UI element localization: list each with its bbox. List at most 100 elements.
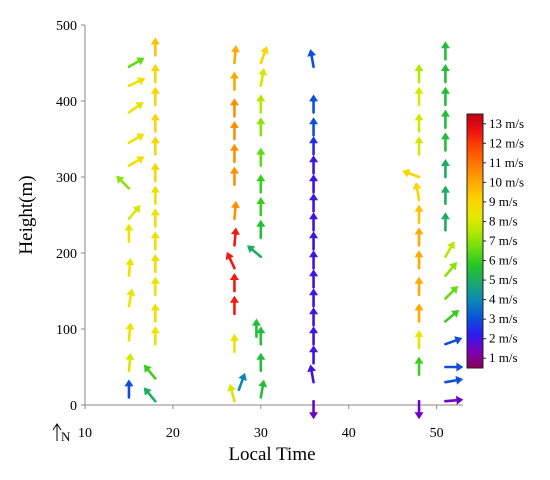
wind-vector [309, 136, 319, 156]
wind-vector-head [414, 227, 424, 235]
wind-vector [230, 45, 240, 65]
wind-vector [229, 273, 239, 293]
y-tick-label: 200 [56, 247, 77, 262]
wind-vector-head [150, 303, 160, 311]
wind-vector-head [230, 227, 240, 235]
wind-vector-head [309, 269, 319, 277]
wind-vector [116, 175, 131, 190]
wind-vector-head [116, 175, 125, 184]
wind-vector [309, 231, 319, 251]
wind-vector [440, 109, 450, 129]
wind-vector-head [414, 204, 424, 212]
wind-vector-head [256, 147, 266, 155]
wind-vector [444, 262, 457, 278]
wind-vector [309, 345, 319, 365]
wind-vector-head [150, 136, 160, 144]
wind-vector-head [414, 330, 424, 337]
wind-vector-head [227, 383, 236, 392]
colorbar-label: 13 m/s [489, 116, 524, 131]
wind-vector-head [309, 326, 319, 334]
wind-vector-head [247, 245, 256, 254]
wind-vector [414, 227, 424, 247]
wind-vector [125, 257, 135, 278]
wind-vector-head [414, 356, 424, 364]
wind-vector [237, 372, 247, 392]
wind-vector-head [150, 86, 160, 94]
colorbar-label: 10 m/s [489, 174, 524, 189]
wind-vector-head [307, 364, 317, 373]
wind-vector-head [136, 156, 145, 164]
colorbar-label: 5 m/s [489, 272, 518, 287]
wind-vector [440, 159, 450, 179]
wind-vector [444, 336, 463, 346]
wind-vector [229, 121, 239, 141]
wind-vector [150, 37, 160, 57]
wind-vector-head [414, 250, 424, 258]
wind-vector-head [256, 352, 266, 360]
wind-vector-head [414, 303, 424, 311]
wind-vector-head [440, 212, 450, 220]
wind-vector [229, 333, 239, 354]
wind-vector [440, 132, 450, 152]
y-tick-label: 0 [70, 399, 77, 414]
wind-vector [150, 208, 160, 228]
wind-vector-head [150, 326, 160, 334]
wind-vector [150, 326, 160, 346]
wind-vector [150, 254, 160, 274]
wind-vector [440, 185, 450, 205]
wind-vector [125, 352, 135, 373]
colorbar: 13 m/s 12 m/s 11 m/s 10 m/s 9 m/s 8 m/s 7 m/s 6… [466, 113, 524, 369]
wind-vector [258, 379, 268, 399]
wind-vector [256, 219, 266, 240]
wind-vector [256, 147, 266, 167]
wind-vector-head [150, 254, 160, 261]
wind-vector [259, 46, 269, 65]
wind-vector [127, 102, 144, 114]
wind-vector [256, 94, 266, 114]
wind-vector-head [125, 352, 135, 361]
wind-vector-head [309, 193, 319, 201]
wind-vector [150, 136, 160, 156]
wind-vector [225, 251, 236, 270]
colorbar-label: 4 m/s [489, 292, 518, 307]
wind-vector [256, 352, 266, 373]
wind-vector [444, 395, 464, 405]
y-tick-label: 300 [56, 171, 77, 186]
y-tick-label: 100 [56, 323, 77, 338]
wind-vector [440, 212, 450, 232]
wind-vector-head [414, 113, 424, 121]
wind-vector-head [309, 307, 319, 315]
colorbar-label: 9 m/s [489, 194, 518, 209]
wind-vector [440, 86, 450, 107]
colorbar-label: 6 m/s [489, 253, 518, 268]
wind-vector [124, 379, 134, 399]
wind-vector [124, 223, 134, 243]
colorbar-label: 11 m/s [489, 155, 524, 170]
wind-vector [256, 117, 266, 137]
wind-vector-head [440, 64, 450, 71]
wind-vector [127, 133, 145, 145]
wind-vector-head [307, 49, 317, 57]
wind-vector-head [229, 333, 239, 341]
wind-vector-head [229, 166, 239, 174]
wind-vector [309, 117, 319, 137]
wind-vector [309, 250, 319, 270]
wind-vector-head [260, 46, 269, 55]
wind-vector-head [225, 251, 234, 261]
wind-vector-head [256, 219, 266, 227]
north-indicator: N [52, 423, 71, 444]
wind-vector [150, 185, 160, 205]
wind-vector-head [150, 113, 160, 121]
wind-vector [440, 41, 450, 61]
wind-vector-head [150, 64, 160, 71]
wind-vector [309, 326, 319, 346]
wind-vector [127, 77, 146, 88]
wind-vector-head [256, 94, 266, 102]
x-tick-label: 40 [342, 426, 356, 441]
y-tick-group: 0 100 200 300 400 500 [56, 19, 85, 414]
wind-vector-head [454, 336, 463, 345]
y-tick-label: 400 [56, 95, 77, 110]
wind-vector [444, 375, 464, 385]
wind-vector-head [455, 395, 464, 405]
